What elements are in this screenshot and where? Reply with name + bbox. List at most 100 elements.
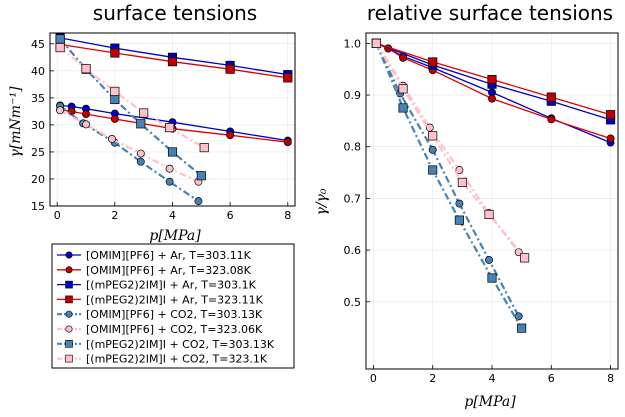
data-point — [606, 134, 615, 143]
data-point — [484, 209, 494, 219]
data-point — [110, 115, 119, 123]
series-3 — [55, 33, 293, 80]
data-point — [455, 199, 464, 208]
data-point — [82, 110, 90, 119]
data-point — [398, 103, 408, 113]
series-8 — [55, 43, 209, 153]
data-point — [136, 119, 146, 129]
legend-item: [(mPEG2)2IM]I + CO2, T=323.1K — [57, 353, 268, 366]
x-tick-label: 6 — [227, 209, 234, 222]
chart-title: relative surface tensions — [367, 1, 613, 25]
legend-box — [51, 243, 295, 369]
data-point — [488, 94, 496, 103]
x-tick-label: 6 — [548, 372, 555, 385]
x-tick-label: 4 — [169, 209, 176, 222]
y-tick-label: 30 — [31, 119, 45, 132]
y-tick-label: 1.0 — [344, 37, 362, 50]
x-tick-label: 0 — [54, 209, 61, 222]
data-point — [606, 110, 616, 120]
y-tick-labels: 0.5 0.6 0.7 0.8 0.9 1.0 — [344, 37, 362, 308]
legend-label: [OMIM][PF6] + Ar, T=303.11K — [86, 249, 252, 262]
data-point — [283, 73, 293, 83]
data-point — [196, 171, 206, 181]
data-point — [517, 323, 527, 333]
legend-label: [(mPEG2)2IM]I + CO2, T=303.13K — [86, 338, 275, 351]
legend-marker — [65, 354, 73, 363]
data-point — [167, 57, 178, 67]
legend-item: [(mPEG2)2IM]I + CO2, T=303.13K — [57, 338, 275, 351]
data-point — [546, 92, 556, 102]
y-tick-label: 0.9 — [344, 89, 362, 102]
series-8 — [371, 38, 530, 263]
data-point — [226, 131, 235, 140]
data-point — [199, 143, 209, 153]
legend-marker — [65, 339, 73, 348]
x-tick-label: 4 — [489, 372, 496, 385]
y-tick-label: 0.5 — [344, 296, 362, 309]
y-tick-labels: 15 20 25 30 35 40 45 — [31, 38, 45, 213]
data-point — [194, 197, 203, 206]
legend-marker — [65, 325, 73, 333]
x-tick-label: 8 — [607, 372, 614, 385]
data-point — [165, 177, 174, 186]
data-point — [454, 215, 464, 225]
data-point — [56, 106, 65, 115]
series-line — [59, 105, 200, 203]
y-tick-label: 35 — [31, 92, 45, 105]
data-point — [428, 165, 438, 175]
legend-marker — [65, 266, 73, 274]
x-tick-label: 0 — [370, 372, 377, 385]
y-tick-label: 45 — [31, 38, 45, 51]
data-point — [167, 147, 178, 157]
x-tick-label: 8 — [284, 209, 291, 222]
series-6 — [372, 39, 523, 257]
x-tick-label: 2 — [429, 372, 436, 385]
legend-item: [OMIM][PF6] + Ar, T=303.11K — [57, 249, 252, 262]
series-line — [375, 42, 520, 253]
data-point — [428, 131, 438, 141]
y-tick-label: 20 — [31, 173, 45, 186]
x-axis-label: p[MPa] — [149, 228, 201, 244]
legend: [OMIM][PF6] + Ar, T=303.11K [OMIM][PF6] +… — [51, 243, 295, 369]
y-tick-label: 0.6 — [344, 244, 362, 257]
series-5 — [56, 102, 203, 206]
x-axis-label: p[MPa] — [464, 394, 516, 410]
legend-marker — [65, 280, 73, 289]
series-group — [55, 33, 293, 206]
legend-item: [OMIM][PF6] + Ar, T=323.08K — [57, 264, 252, 277]
series-group — [371, 38, 616, 333]
x-tick-label: 2 — [111, 209, 118, 222]
series-line — [375, 42, 520, 317]
data-point — [225, 64, 235, 74]
data-point — [520, 253, 530, 263]
data-point — [457, 177, 467, 187]
data-point — [67, 107, 76, 116]
legend-item: [OMIM][PF6] + CO2, T=323.06K — [57, 323, 263, 336]
legend-label: [OMIM][PF6] + Ar, T=323.08K — [86, 264, 252, 277]
data-point — [136, 157, 145, 166]
series-line — [375, 42, 526, 259]
data-point — [108, 135, 116, 143]
y-axis-label: γ/γ₀ — [314, 188, 330, 215]
data-point — [55, 34, 65, 44]
legend-label: [(mPEG2)2IM]I + Ar, T=323.11K — [86, 293, 264, 306]
legend-label: [OMIM][PF6] + CO2, T=303.13K — [86, 308, 263, 321]
data-point — [487, 74, 497, 85]
surface-tensions-panel: surface tensions 0 2 4 6 8 15 20 25 30 35 40 45 p[… — [8, 1, 296, 244]
data-point — [487, 273, 497, 283]
y-tick-label: 0.7 — [344, 192, 362, 205]
data-point — [485, 255, 493, 264]
data-point — [165, 164, 174, 173]
data-point — [81, 64, 91, 74]
legend-label: [(mPEG2)2IM]I + CO2, T=323.1K — [86, 353, 268, 366]
data-point — [139, 108, 149, 118]
legend-label: [(mPEG2)2IM]I + Ar, T=303.1K — [86, 279, 257, 292]
legend-item: [OMIM][PF6] + CO2, T=303.13K — [57, 308, 263, 321]
series-line — [59, 109, 199, 183]
relative-surface-tensions-panel: relative surface tensions 0 2 4 6 8 0.5 0.6 0.… — [314, 1, 619, 410]
data-point — [428, 145, 437, 154]
data-point — [428, 57, 438, 67]
data-point — [398, 84, 408, 94]
data-point — [110, 86, 120, 96]
